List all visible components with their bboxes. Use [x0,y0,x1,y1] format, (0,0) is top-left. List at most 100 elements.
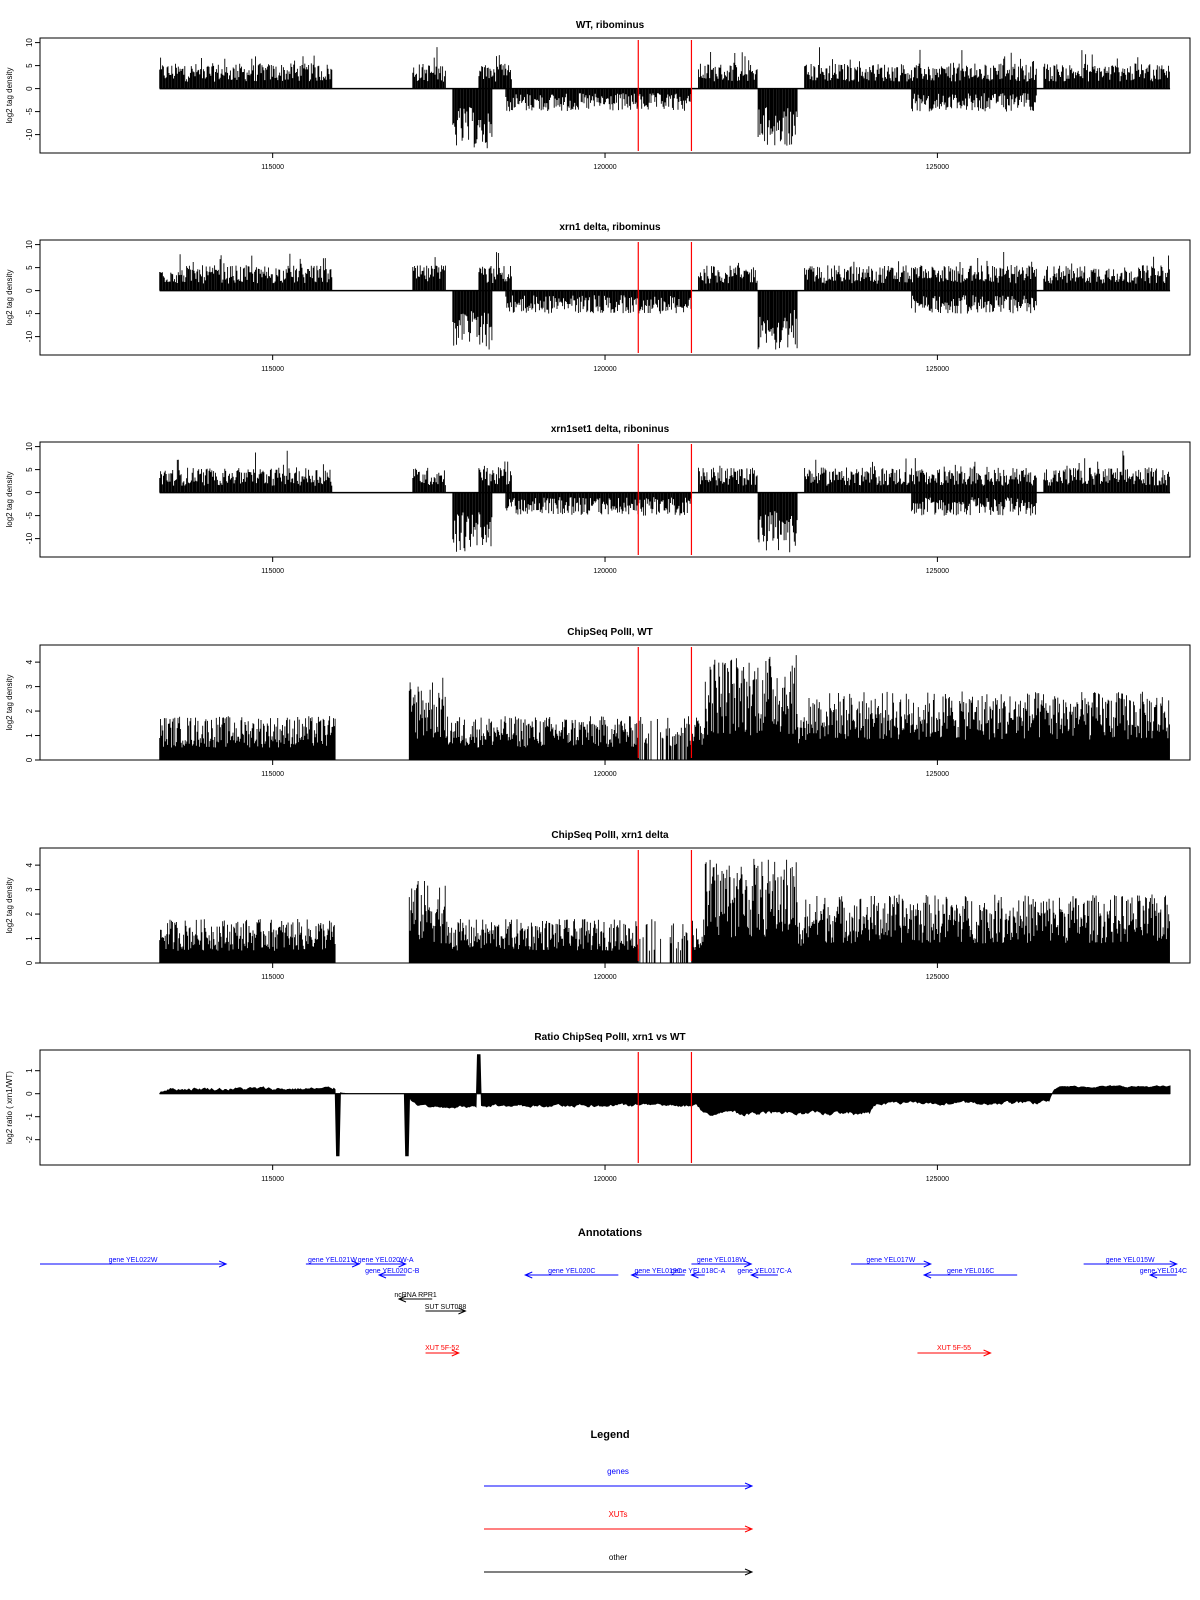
arrowhead-icon [690,1271,699,1279]
arrowhead-icon [523,1271,533,1279]
data-series [159,47,1171,149]
x-tick-label: 125000 [926,771,949,778]
chart-panel-6: Ratio ChipSeq PolII, xrn1 vs WT log2 rati… [5,1032,1191,1183]
chart-panel-1: WT, ribominus log2 tag density 10 5 0 -5 -10 11… [5,20,1191,171]
legend-item: other [484,1553,754,1576]
x-tick-label: 120000 [593,771,616,778]
arrowhead-icon [983,1349,992,1357]
y-tick-label: 4 [25,659,34,664]
gene-feature: gene YEL017C-A [737,1268,792,1279]
legend-item: XUTs [484,1510,754,1533]
x-tick-label: 115000 [261,164,284,171]
density-bars [159,47,1170,149]
legend-item-label: other [609,1553,628,1562]
arrowhead-icon [744,1525,754,1533]
x-tick-label: 120000 [593,568,616,575]
gene-feature: gene YEL016C [922,1268,1018,1279]
y-tick-label: -10 [25,532,34,544]
y-tick-label: 0 [25,86,34,91]
y-tick-label: 0 [25,490,34,495]
gene-feature: gene YEL019C [630,1268,685,1279]
y-tick-label: -10 [25,128,34,140]
y-tick-label: -5 [25,511,34,519]
ratio-area [159,1054,1171,1157]
arrowhead-icon [744,1260,753,1268]
x-tick-label: 115000 [261,771,284,778]
arrowhead-icon [458,1307,467,1315]
y-axis-label: log2 tag density [5,877,14,933]
gene-label: gene YEL020C-B [365,1268,420,1275]
arrowhead-icon [377,1271,387,1279]
gene-feature: gene YEL014C [1140,1268,1187,1279]
x-tick-label: 120000 [593,974,616,981]
arrowhead-icon [1169,1260,1178,1268]
plot-frame [39,37,1191,154]
x-tick-label: 115000 [261,366,284,373]
x-tick-label: 120000 [593,366,616,373]
y-tick-label: 10 [25,442,34,451]
x-tick-label: 115000 [261,974,284,981]
gene-label: gene YEL018W [697,1257,746,1264]
data-series [159,1054,1171,1157]
chart-title: ChipSeq PolII, xrn1 delta [551,830,669,841]
other-label: ncRNA RPR1 [394,1292,437,1299]
xut-label: XUT 5F-55 [937,1345,971,1352]
arrowhead-icon [922,1271,932,1279]
gene-label: gene YEL021W [308,1257,357,1264]
legend-items: genes XUTs other [484,1467,754,1576]
xut-feature: XUT 5F-55 [917,1345,992,1357]
y-tick-label: 3 [25,887,34,892]
arrowhead-icon [744,1482,754,1490]
y-tick-label: 1 [25,1068,34,1073]
gene-label: gene YEL020W-A [358,1257,414,1264]
gene-label: gene YEL014C [1140,1268,1187,1275]
gene-label: gene YEL018C-A [671,1268,726,1275]
y-tick-label: 1 [25,936,34,941]
x-tick-label: 125000 [926,974,949,981]
y-axis-label: log2 tag density [5,471,14,527]
gene-label: gene YEL017W [866,1257,915,1264]
arrowhead-icon [397,1295,407,1303]
legend-item-label: XUTs [608,1510,627,1519]
arrowhead-icon [630,1271,639,1279]
y-tick-label: 0 [25,1091,34,1096]
arrowhead-icon [1148,1271,1158,1279]
y-tick-label: 5 [25,265,34,270]
x-tick-label: 125000 [926,1176,949,1183]
chart-panel-2: xrn1 delta, ribominus log2 tag density 10 5… [5,222,1191,373]
y-axis-label: log2 tag density [5,67,14,123]
arrowhead-icon [923,1260,933,1268]
gene-feature: gene YEL017W [850,1257,933,1268]
other-label: SUT SUT088 [425,1304,467,1311]
legend-title: Legend [590,1429,629,1441]
data-series [159,655,1170,760]
y-tick-label: -5 [25,107,34,115]
y-tick-label: 10 [25,38,34,47]
chart-panel-4: ChipSeq PolII, WT log2 tag density 4 3 2 1 0 11… [5,627,1191,778]
xut-label: XUT 5F-52 [425,1345,459,1352]
y-tick-label: -2 [25,1136,34,1144]
density-bars [159,858,1170,963]
density-bars [159,252,1170,350]
data-series [159,252,1171,350]
gene-feature: gene YEL018W [691,1257,753,1268]
gene-label: gene YEL019C [635,1268,682,1275]
chart-panel-3: xrn1set1 delta, riboninus log2 tag densit… [5,424,1191,575]
legend: Legend genes XUTs other [484,1429,754,1576]
y-tick-label: 5 [25,63,34,68]
legend-item-label: genes [607,1467,629,1476]
arrowhead-icon [218,1260,228,1268]
arrowhead-icon [744,1568,754,1576]
plot-frame [39,239,1191,356]
y-tick-label: -5 [25,309,34,317]
legend-item: genes [484,1467,754,1490]
y-tick-label: 4 [25,862,34,867]
y-tick-label: 0 [25,757,34,762]
gene-label: gene YEL022W [109,1257,158,1264]
arrowhead-icon [398,1260,407,1268]
density-bars [159,655,1170,760]
density-bars [159,450,1170,553]
chart-panel-5: ChipSeq PolII, xrn1 delta log2 tag densit… [5,830,1191,981]
chart-title: WT, ribominus [576,20,645,31]
